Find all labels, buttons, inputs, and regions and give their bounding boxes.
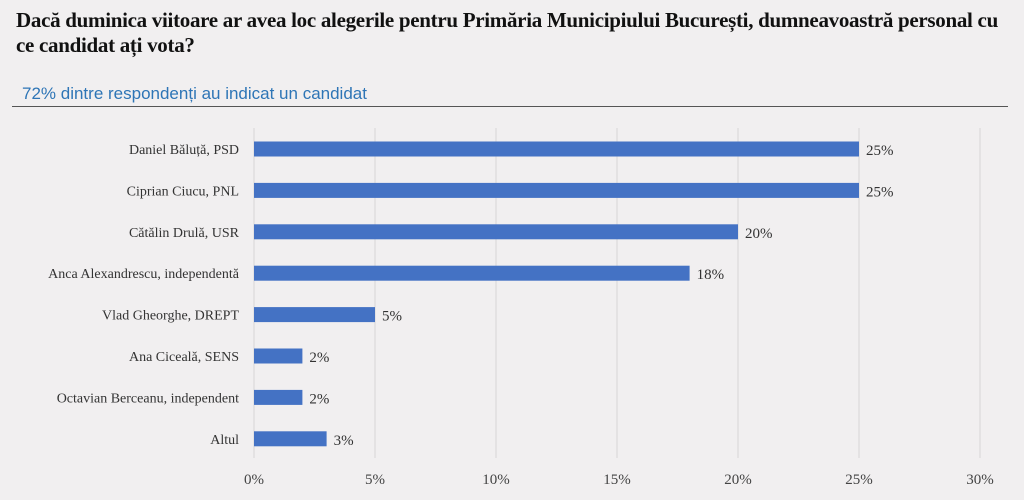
- category-label: Anca Alexandrescu, independentă: [48, 267, 240, 282]
- data-label: 20%: [745, 226, 773, 242]
- data-label: 2%: [309, 391, 329, 407]
- bars: [254, 141, 859, 447]
- data-label: 25%: [866, 143, 894, 159]
- category-label: Daniel Băluță, PSD: [129, 143, 239, 158]
- bar: [254, 182, 859, 198]
- category-label: Altul: [210, 433, 239, 448]
- title-divider: [12, 106, 1008, 107]
- data-label: 2%: [309, 350, 329, 366]
- category-label: Ciprian Ciucu, PNL: [127, 184, 239, 199]
- x-tick-label: 15%: [603, 472, 631, 488]
- x-tick-label: 25%: [845, 472, 873, 488]
- x-tick-label: 30%: [966, 472, 994, 488]
- category-label: Vlad Gheorghe, DREPT: [102, 309, 239, 324]
- chart-title: Dacă duminica viitoare ar avea loc alege…: [16, 8, 998, 57]
- bar: [254, 307, 375, 323]
- chart-subtitle: 72% dintre respondenți au indicat un can…: [22, 84, 367, 103]
- data-label: 3%: [334, 433, 354, 449]
- category-label: Cătălin Drulă, USR: [129, 226, 240, 241]
- data-label: 25%: [866, 184, 894, 200]
- category-labels: Daniel Băluță, PSD Ciprian Ciucu, PNL Cătă…: [48, 143, 240, 448]
- x-tick-label: 0%: [244, 472, 264, 488]
- data-label: 18%: [697, 267, 725, 283]
- bar: [254, 265, 690, 281]
- x-tick-label: 5%: [365, 472, 385, 488]
- bar: [254, 348, 303, 364]
- data-label: 5%: [382, 309, 402, 325]
- x-tick-label: 20%: [724, 472, 752, 488]
- bar: [254, 431, 327, 447]
- value-labels: 25% 25% 20% 18% 5% 2% 2% 3%: [309, 143, 893, 449]
- bar: [254, 389, 303, 405]
- category-label: Octavian Berceanu, independent: [57, 391, 239, 406]
- bar: [254, 141, 859, 157]
- bar: [254, 224, 738, 240]
- category-label: Ana Ciceală, SENS: [129, 350, 239, 365]
- gridlines: [253, 128, 981, 458]
- x-axis-ticks: 0% 5% 10% 15% 20% 25% 30%: [244, 472, 994, 488]
- x-tick-label: 10%: [482, 472, 510, 488]
